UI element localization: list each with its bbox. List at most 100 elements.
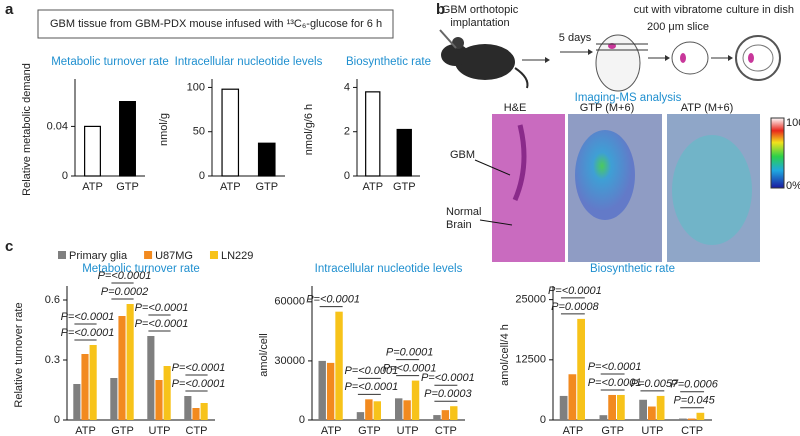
bar <box>110 378 118 420</box>
mouse-head <box>441 44 469 66</box>
chart-title: Intracellular nucleotide levels <box>175 56 323 68</box>
panel-label: b <box>436 1 445 18</box>
bar <box>365 399 373 420</box>
legend-swatch <box>209 251 218 259</box>
x-tick-label: CTP <box>681 425 703 436</box>
mouse <box>455 44 515 80</box>
y-tick-label: 100 <box>187 81 205 93</box>
x-tick-label: GTP <box>116 181 139 193</box>
step-label: implantation <box>450 17 509 29</box>
p-value: P=<0.0001 <box>548 285 602 297</box>
x-tick-label: UTP <box>149 425 171 436</box>
bar <box>184 396 192 420</box>
y-tick-label: 30000 <box>274 355 305 367</box>
bar <box>648 406 656 420</box>
bar <box>84 125 101 177</box>
mouse-ear <box>452 37 464 49</box>
p-value: P=<0.0001 <box>61 327 115 339</box>
bar <box>396 128 412 177</box>
bar <box>395 398 403 420</box>
bar <box>608 394 616 420</box>
chart-title: Metabolic turnover rate <box>51 56 169 68</box>
x-tick-label: ATP <box>75 425 96 436</box>
image-label: ATP (M+6) <box>681 102 733 114</box>
x-tick-label: CTP <box>435 425 457 436</box>
tumor <box>680 53 686 63</box>
p-value: P=<0.0001 <box>61 311 115 323</box>
bar <box>450 406 458 420</box>
bar <box>318 360 326 420</box>
image-annotation: Brain <box>446 219 472 231</box>
bar <box>696 412 705 420</box>
bar <box>81 354 89 420</box>
bar <box>441 410 450 420</box>
panel-label: c <box>5 238 13 255</box>
syringe <box>439 29 457 49</box>
legend-swatch <box>58 251 66 259</box>
image-label: GTP (M+6) <box>580 102 635 114</box>
p-value: P=<0.0001 <box>172 378 226 390</box>
p-value: P=0.0057 <box>631 378 679 390</box>
x-tick-label: UTP <box>641 425 663 436</box>
x-tick-label: ATP <box>82 181 103 193</box>
y-tick-label: 0 <box>62 170 68 182</box>
bar <box>568 374 577 420</box>
bar <box>365 91 381 177</box>
p-value: P=<0.0001 <box>383 363 437 375</box>
x-tick-label: GTP <box>393 181 416 193</box>
legend-label: U87MG <box>155 250 193 262</box>
bar <box>639 399 648 420</box>
p-value: P=<0.0001 <box>306 294 360 306</box>
bar <box>192 408 200 420</box>
tumor <box>748 53 754 63</box>
p-value: P=<0.0001 <box>98 270 152 282</box>
bar <box>163 366 171 420</box>
bar <box>200 403 208 420</box>
bar <box>577 318 585 420</box>
arrow-head <box>588 49 593 55</box>
y-axis-label: Relative turnover rate <box>13 302 25 407</box>
bar <box>155 380 163 420</box>
arrow-head <box>545 57 550 63</box>
brain <box>595 34 641 92</box>
y-tick-label: 0.3 <box>45 354 60 366</box>
panel-label: a <box>5 1 14 18</box>
legend-label: LN229 <box>221 250 253 262</box>
y-tick-label: 0 <box>540 414 546 426</box>
p-value: P=0.0006 <box>670 379 718 391</box>
p-value: P=<0.0001 <box>344 381 398 393</box>
arrow-head <box>665 55 670 61</box>
bar <box>403 400 411 420</box>
y-tick-label: 50 <box>193 126 205 138</box>
bar <box>373 401 381 420</box>
bar <box>221 88 240 177</box>
x-tick-label: GTP <box>358 425 381 436</box>
header-text: GBM tissue from GBM-PDX mouse infused wi… <box>50 18 382 30</box>
image-annotation: GBM <box>450 149 475 161</box>
step-label: 200 μm slice <box>647 21 709 33</box>
x-tick-label: CTP <box>186 425 208 436</box>
arrow-head <box>728 55 733 61</box>
p-value: P=0.045 <box>673 395 715 407</box>
x-tick-label: GTP <box>601 425 624 436</box>
x-tick-label: UTP <box>397 425 419 436</box>
p-value: P=0.0008 <box>551 301 599 313</box>
step-label: 5 days <box>559 32 592 44</box>
slice <box>671 41 709 75</box>
imaging-title: Imaging-MS analysis <box>575 92 682 104</box>
y-tick-label: 12500 <box>515 354 546 366</box>
bar <box>119 100 136 177</box>
y-tick-label: 0 <box>199 170 205 182</box>
chart-title: Biosynthetic rate <box>590 263 675 275</box>
p-value: P=0.0001 <box>386 347 433 359</box>
chart-title: Metabolic turnover rate <box>82 263 200 275</box>
y-axis-label: nmol/g/6 h <box>303 104 315 155</box>
y-tick-label: 2 <box>344 126 350 138</box>
bar <box>335 311 343 420</box>
p-value: P=<0.0001 <box>421 372 475 384</box>
step-label: cut with vibratome <box>634 4 723 16</box>
gtp-signal <box>575 130 635 220</box>
bar <box>679 418 687 420</box>
bar <box>411 380 420 420</box>
p-value: P=<0.0001 <box>135 302 189 314</box>
